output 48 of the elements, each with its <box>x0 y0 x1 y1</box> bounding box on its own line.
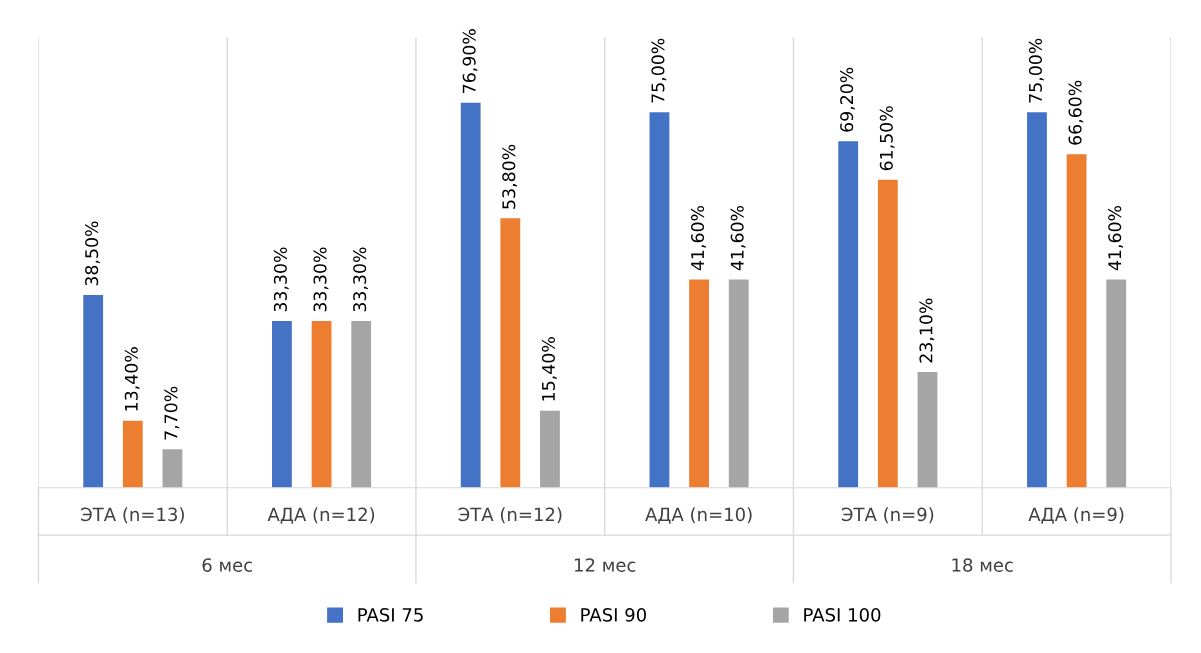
data-label: 13,40% <box>124 347 140 411</box>
bar <box>877 179 898 488</box>
x-tick-label: ЭТА (n=12) <box>458 507 562 524</box>
data-label: 41,60% <box>690 205 706 271</box>
bar <box>1027 112 1047 488</box>
bar <box>917 372 938 488</box>
data-label: 33,30% <box>273 247 289 312</box>
bar <box>649 112 670 488</box>
data-label: 7,70% <box>164 386 180 440</box>
bar <box>728 279 749 488</box>
data-label: 53,80% <box>502 144 518 209</box>
bar <box>540 410 560 488</box>
text: 12 мес <box>575 558 636 572</box>
data-label: 23,10% <box>919 298 935 363</box>
data-label: 41,60% <box>730 205 746 271</box>
data-label: 75,00% <box>651 38 667 103</box>
data-label: 75,00% <box>1028 38 1044 103</box>
data-label: 33,30% <box>353 247 369 312</box>
bar <box>351 321 372 488</box>
data-label: 61,50% <box>879 106 895 171</box>
bar <box>500 218 521 488</box>
bar <box>1066 154 1087 488</box>
data-label: 66,60% <box>1068 80 1084 145</box>
legend-label: PASI 75 <box>358 607 423 622</box>
bar <box>162 449 183 488</box>
text: 18 мес <box>952 558 1013 572</box>
x-tick-label: ЭТА (n=13) <box>81 507 184 524</box>
bar <box>83 294 104 488</box>
bar <box>272 321 292 488</box>
legend-label: PASI 90 <box>581 607 646 622</box>
data-label: 41,60% <box>1108 205 1124 271</box>
data-label: 76,90% <box>462 29 478 93</box>
bar <box>460 102 481 488</box>
bar <box>1106 279 1127 488</box>
data-label: 15,40% <box>541 337 557 401</box>
x-tick-label: ЭТА (n=9) <box>841 507 934 524</box>
x-tick-label: АДА (n=12) <box>267 507 375 524</box>
bar <box>689 279 709 488</box>
data-label: 69,20% <box>840 67 856 132</box>
bar <box>838 141 859 488</box>
bar <box>311 321 332 488</box>
x-tick-label: АДА (n=9) <box>1028 507 1124 524</box>
legend-label: PASI 100 <box>804 607 881 622</box>
bar <box>122 420 143 488</box>
data-label: 33,30% <box>313 247 329 312</box>
text: 6 мес <box>202 558 253 572</box>
x-tick-label: АДА (n=10) <box>645 507 752 524</box>
data-label: 38,50% <box>85 221 100 286</box>
